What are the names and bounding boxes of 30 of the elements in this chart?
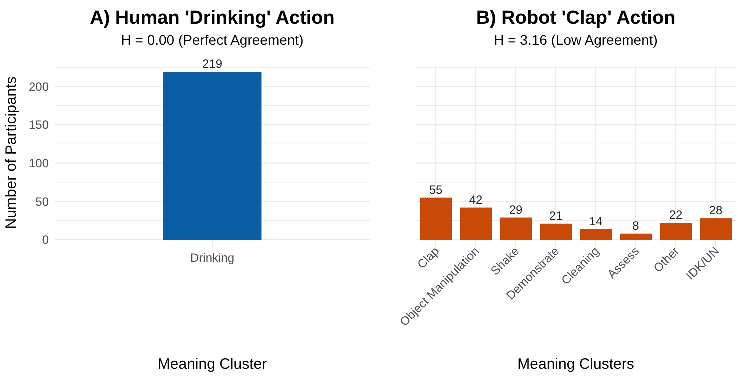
data-label: 42	[469, 192, 483, 207]
chart-subtitle: H = 0.00 (Perfect Agreement)	[121, 32, 304, 48]
data-label: 28	[709, 204, 723, 218]
bar	[420, 198, 452, 240]
bar	[700, 218, 732, 240]
data-label: 29	[509, 202, 523, 217]
y-tick-label: 50	[36, 194, 50, 209]
x-axis-title: Meaning Clusters	[518, 356, 634, 373]
bar	[460, 208, 492, 240]
bar	[580, 229, 612, 240]
data-label: 22	[669, 208, 683, 222]
y-tick-label: 0	[42, 233, 50, 248]
y-tick-label: 150	[28, 118, 50, 132]
chart-title: A) Human 'Drinking' Action	[90, 8, 335, 29]
data-label: 55	[429, 182, 443, 197]
data-label: 14	[589, 214, 603, 228]
bar	[500, 218, 532, 240]
bar	[660, 223, 692, 240]
chart-subtitle: H = 3.16 (Low Agreement)	[494, 32, 658, 48]
bar	[540, 224, 572, 240]
x-axis-title: Meaning Cluster	[158, 356, 268, 373]
data-label: 219	[202, 57, 223, 72]
data-label: 21	[549, 208, 563, 223]
y-tick-label: 100	[28, 156, 50, 171]
data-label: 8	[632, 218, 640, 233]
bar	[620, 234, 652, 240]
y-axis-title: Number of Participants	[3, 76, 20, 230]
y-tick-label: 200	[28, 80, 50, 94]
chart-title: B) Robot 'Clap' Action	[476, 8, 676, 29]
x-tick-label: Drinking	[190, 251, 235, 265]
